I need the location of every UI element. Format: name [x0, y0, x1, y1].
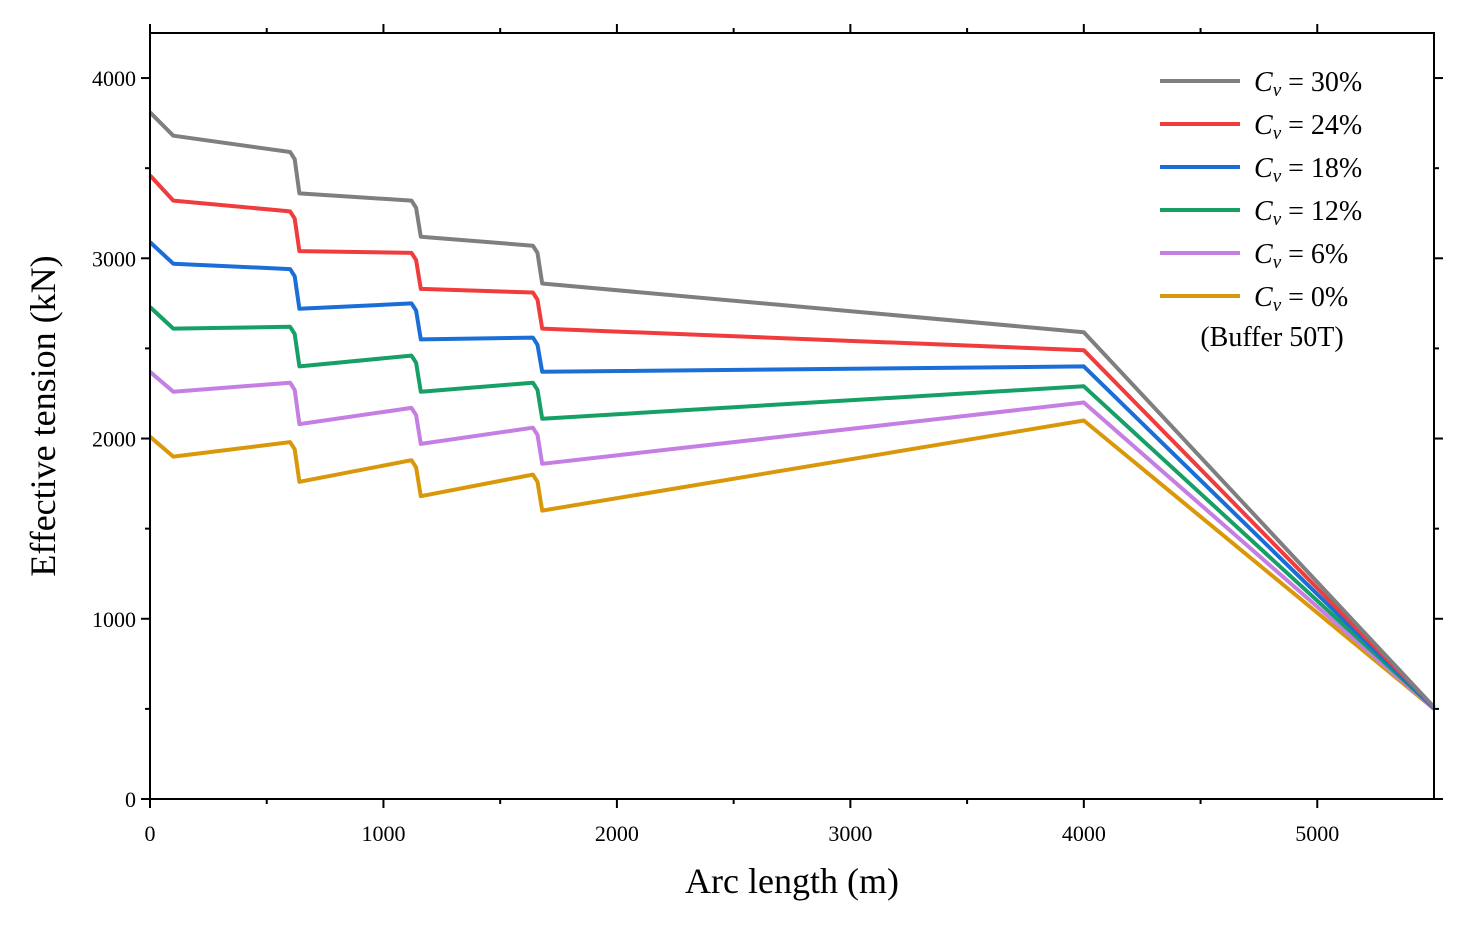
- legend-rest: = 18%: [1281, 153, 1362, 184]
- legend-var: C: [1254, 196, 1273, 227]
- legend-sub: v: [1273, 209, 1282, 230]
- x-tick-label: 1000: [361, 821, 405, 846]
- legend-entry: Cv = 6%: [1254, 239, 1348, 273]
- legend-sub: v: [1273, 252, 1282, 273]
- series-line: [148, 174, 1436, 709]
- x-tick-label: 5000: [1295, 821, 1339, 846]
- legend-entry: Cv = 30%: [1254, 67, 1362, 101]
- y-tick-label: 2000: [92, 427, 136, 452]
- legend-entry: Cv = 12%: [1254, 196, 1362, 230]
- legend-entry: Cv = 0%: [1254, 282, 1348, 316]
- legend-var: C: [1254, 67, 1273, 98]
- series-line: [148, 370, 1436, 711]
- x-tick-label: 3000: [828, 821, 872, 846]
- series-line: [148, 240, 1436, 710]
- legend-rest: = 24%: [1281, 110, 1362, 141]
- legend-sub: v: [1273, 123, 1282, 144]
- legend-sub: v: [1273, 166, 1282, 187]
- legend-var: C: [1254, 282, 1273, 313]
- legend-rest: = 30%: [1281, 67, 1362, 98]
- legend-var: C: [1254, 110, 1273, 141]
- legend-entry: Cv = 18%: [1254, 153, 1362, 187]
- plot-frame: [149, 32, 1435, 800]
- legend-rest: = 6%: [1281, 239, 1348, 270]
- series-layer: [148, 110, 1436, 711]
- legend-rest: = 0%: [1281, 282, 1348, 313]
- x-tick-label: 4000: [1062, 821, 1106, 846]
- y-tick-label: 0: [125, 787, 136, 812]
- tick-labels: 0 1000 2000 3000 4000 5000 0 1000 2000 3000 4000: [92, 66, 1339, 846]
- x-axis-title: Arc length (m): [685, 861, 899, 901]
- legend: Cv = 30%Cv = 24%Cv = 18%Cv = 12%Cv = 6%C…: [1160, 67, 1362, 316]
- legend-sub: v: [1273, 80, 1282, 101]
- series-line: [148, 305, 1436, 710]
- x-tick-label: 2000: [595, 821, 639, 846]
- legend-note: (Buffer 50T): [1200, 322, 1343, 353]
- legend-var: C: [1254, 153, 1273, 184]
- ticks-layer: [141, 24, 1443, 808]
- x-tick-label: 0: [145, 821, 156, 846]
- legend-sub: v: [1273, 295, 1282, 316]
- y-axis-title: Effective tension (kN): [23, 255, 63, 576]
- series-line: [148, 418, 1436, 711]
- legend-rest: = 12%: [1281, 196, 1362, 227]
- legend-entry: Cv = 24%: [1254, 110, 1362, 144]
- y-tick-label: 1000: [92, 607, 136, 632]
- y-tick-label: 3000: [92, 246, 136, 271]
- y-tick-label: 4000: [92, 66, 136, 91]
- series-line: [148, 110, 1436, 709]
- legend-var: C: [1254, 239, 1273, 270]
